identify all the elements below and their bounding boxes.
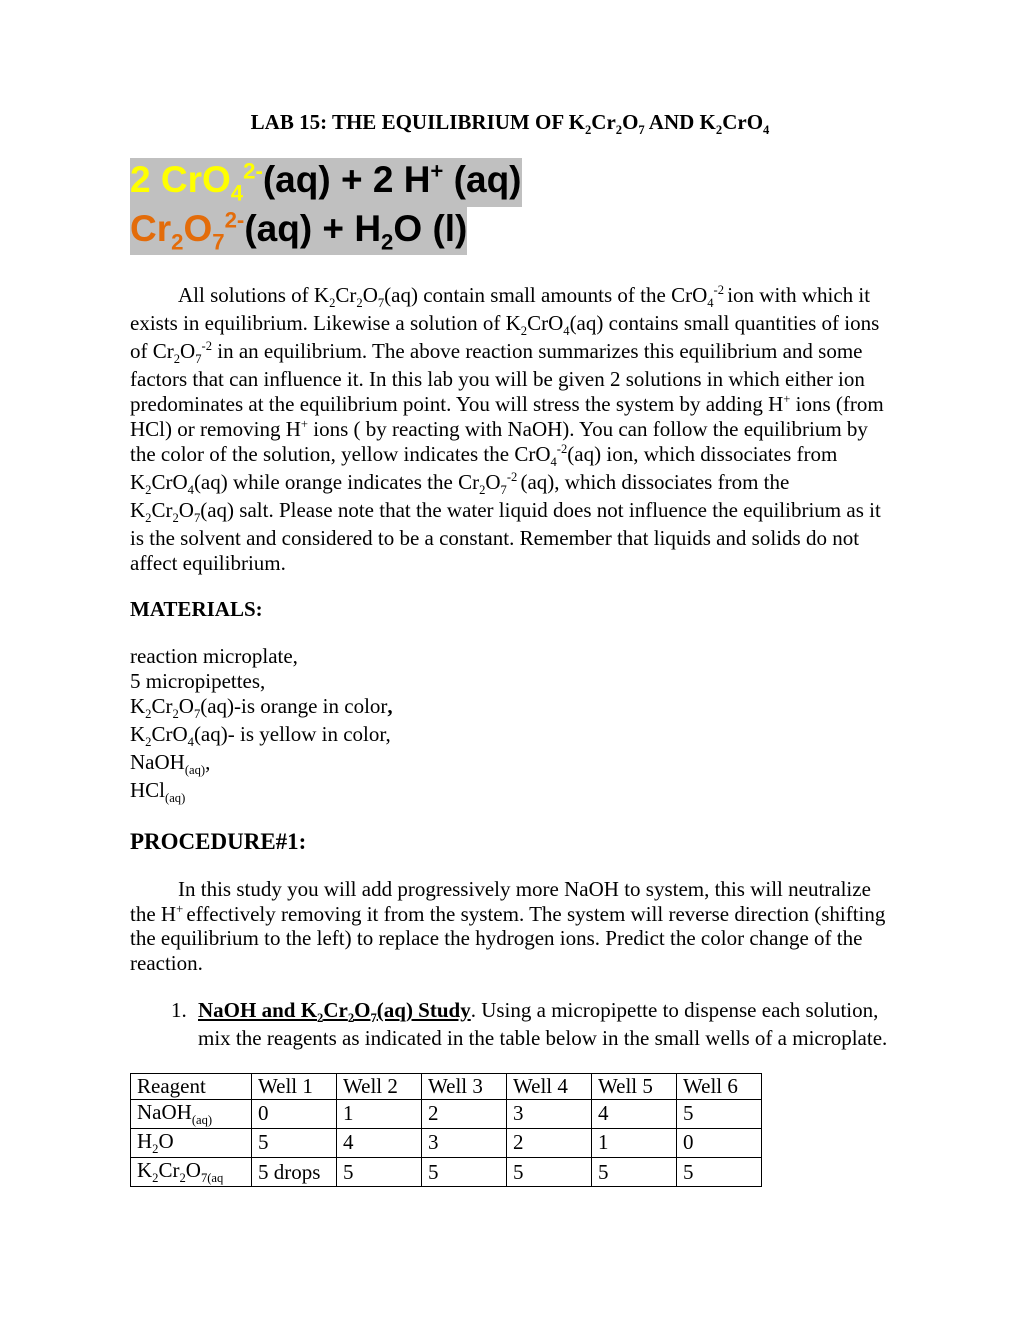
col-header: Well 1	[252, 1073, 337, 1099]
table-row: H2O 5 4 3 2 1 0	[131, 1128, 762, 1157]
cell: 4	[592, 1099, 677, 1128]
procedure-intro: In this study you will add progressively…	[130, 877, 890, 976]
cell: 5	[592, 1157, 677, 1186]
material-item: HCl(aq)	[130, 778, 890, 806]
lab-title: LAB 15: THE EQUILIBRIUM OF K2Cr2O7 AND K…	[130, 110, 890, 138]
cell: 1	[337, 1099, 422, 1128]
procedure-heading: PROCEDURE#1:	[130, 828, 890, 855]
cell: 5	[677, 1099, 762, 1128]
procedure-list: NaOH and K2Cr2O7(aq) Study. Using a micr…	[130, 998, 890, 1051]
col-header: Well 2	[337, 1073, 422, 1099]
cell: 5	[677, 1157, 762, 1186]
cell: 3	[507, 1099, 592, 1128]
cell: 3	[422, 1128, 507, 1157]
material-item: NaOH(aq),	[130, 750, 890, 778]
materials-heading: MATERIALS:	[130, 597, 890, 622]
table-row: K2Cr2O7(aq 5 drops 5 5 5 5 5	[131, 1157, 762, 1186]
reagent-cell: K2Cr2O7(aq	[131, 1157, 252, 1186]
dichromate-ion: Cr2O72-	[130, 208, 244, 249]
cell: 1	[592, 1128, 677, 1157]
cell: 5	[252, 1128, 337, 1157]
procedure-step-1: NaOH and K2Cr2O7(aq) Study. Using a micr…	[192, 998, 890, 1051]
col-header: Reagent	[131, 1073, 252, 1099]
materials-list: reaction microplate, 5 micropipettes, K2…	[130, 644, 890, 806]
eq-gap	[522, 158, 584, 202]
reagent-table: Reagent Well 1 Well 2 Well 3 Well 4 Well…	[130, 1073, 762, 1187]
cell: 0	[252, 1099, 337, 1128]
material-item: K2Cr2O7(aq)-is orange in color,	[130, 694, 890, 722]
cell: 5	[337, 1157, 422, 1186]
chromate-ion: 2 CrO42-	[130, 159, 263, 200]
col-header: Well 6	[677, 1073, 762, 1099]
material-item: 5 micropipettes,	[130, 669, 890, 694]
material-item: reaction microplate,	[130, 644, 890, 669]
cell: 5	[507, 1157, 592, 1186]
col-header: Well 5	[592, 1073, 677, 1099]
reagent-cell: NaOH(aq)	[131, 1099, 252, 1128]
intro-paragraph: All solutions of K2Cr2O7(aq) contain sma…	[130, 283, 890, 575]
cell: 0	[677, 1128, 762, 1157]
col-header: Well 3	[422, 1073, 507, 1099]
col-header: Well 4	[507, 1073, 592, 1099]
cell: 5	[422, 1157, 507, 1186]
eq-lhs-tail: (aq) + 2 H+ (aq)	[263, 159, 522, 200]
table-row: NaOH(aq) 0 1 2 3 4 5	[131, 1099, 762, 1128]
cell: 5 drops	[252, 1157, 337, 1186]
cell: 2	[422, 1099, 507, 1128]
step-title: NaOH and K2Cr2O7(aq) Study	[198, 998, 471, 1022]
reagent-cell: H2O	[131, 1128, 252, 1157]
cell: 2	[507, 1128, 592, 1157]
table-header-row: Reagent Well 1 Well 2 Well 3 Well 4 Well…	[131, 1073, 762, 1099]
page: LAB 15: THE EQUILIBRIUM OF K2Cr2O7 AND K…	[0, 0, 1020, 1320]
eq-rhs-tail: (aq) + H2O (l)	[244, 208, 467, 249]
equilibrium-equation: 2 CrO42-(aq) + 2 H+ (aq) Cr2O72-(aq) + H…	[130, 158, 890, 255]
material-item: K2CrO4(aq)- is yellow in color,	[130, 722, 890, 750]
cell: 4	[337, 1128, 422, 1157]
